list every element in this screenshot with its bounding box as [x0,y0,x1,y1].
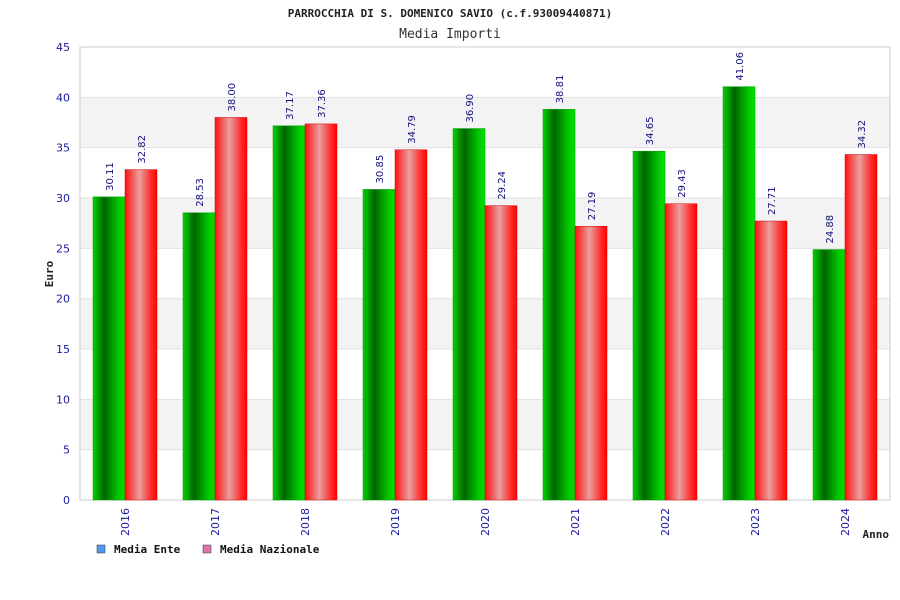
value-label: 30.11 [105,162,116,191]
value-label: 29.24 [497,171,508,200]
y-tick-label: 35 [56,142,70,155]
value-label: 38.81 [555,75,566,104]
y-tick-label: 5 [63,444,70,457]
y-axis-label: Euro [43,260,56,287]
x-tick-label: 2022 [659,508,672,536]
legend-label-media-ente: Media Ente [114,543,181,556]
bar-media-nazionale-2021 [574,226,608,501]
x-tick-label: 2020 [479,508,492,536]
bar-media-nazionale-2022 [664,203,698,501]
bar-media-ente-2019 [362,189,396,501]
bar-media-nazionale-2023 [754,220,788,501]
y-tick-label: 15 [56,343,70,356]
value-label: 29.43 [677,169,688,198]
y-tick-label: 25 [56,242,70,255]
bars [92,86,878,501]
value-label: 28.53 [195,178,206,207]
x-axis-label: Anno [863,528,890,541]
x-tick-label: 2021 [569,508,582,536]
bar-media-ente-2021 [542,109,576,501]
grid-band [80,47,890,98]
y-tick-label: 10 [56,393,70,406]
bar-media-nazionale-2017 [214,117,248,501]
y-axis-ticks: 0 5 10 15 20 25 30 35 40 45 [56,41,70,507]
x-axis-ticks: 2016 2017 2018 2019 2020 2021 2022 2023 2024 [119,508,852,536]
x-tick-label: 2017 [209,508,222,536]
chart-subtitle: Media Importi [399,27,501,42]
bar-media-nazionale-2020 [484,205,518,501]
value-labels: 30.11 32.82 28.53 38.00 37.17 37.36 30.85 34.79… [105,52,868,244]
value-label: 38.00 [227,83,238,112]
bar-media-nazionale-2018 [304,123,338,501]
value-label: 34.32 [857,120,868,149]
legend-label-media-nazionale: Media Nazionale [220,543,320,556]
y-tick-label: 30 [56,192,70,205]
x-tick-label: 2016 [119,508,132,536]
bar-media-ente-2023 [722,86,756,501]
bar-media-ente-2022 [632,150,666,501]
y-tick-label: 0 [63,494,70,507]
value-label: 41.06 [735,52,746,81]
value-label: 32.82 [137,135,148,164]
bar-media-nazionale-2024 [844,154,878,501]
x-tick-label: 2023 [749,508,762,536]
value-label: 24.88 [825,215,836,244]
legend: Media Ente Media Nazionale [96,543,320,556]
value-label: 37.36 [317,89,328,118]
x-tick-label: 2018 [299,508,312,536]
x-tick-label: 2024 [839,508,852,536]
x-tick-label: 2019 [389,508,402,536]
legend-swatch-media-ente [96,544,106,554]
value-label: 27.19 [587,192,598,221]
legend-swatch-media-nazionale [202,544,212,554]
bar-media-ente-2016 [92,196,126,501]
bar-media-nazionale-2016 [124,169,158,501]
value-label: 36.90 [465,94,476,123]
legend-item-media-ente[interactable]: Media Ente [96,543,181,556]
value-label: 34.65 [645,117,656,146]
y-tick-label: 40 [56,91,70,104]
y-tick-label: 45 [56,41,70,54]
value-label: 27.71 [767,186,778,215]
bar-media-ente-2018 [272,125,306,501]
legend-item-media-nazionale[interactable]: Media Nazionale [202,543,320,556]
value-label: 34.79 [407,115,418,144]
chart-title: PARROCCHIA DI S. DOMENICO SAVIO (c.f.930… [288,7,613,20]
value-label: 37.17 [285,91,296,120]
bar-media-ente-2020 [452,128,486,501]
y-tick-label: 20 [56,293,70,306]
bar-media-ente-2024 [812,249,846,501]
bar-media-ente-2017 [182,212,216,501]
bar-media-nazionale-2019 [394,149,428,501]
value-label: 30.85 [375,155,386,184]
